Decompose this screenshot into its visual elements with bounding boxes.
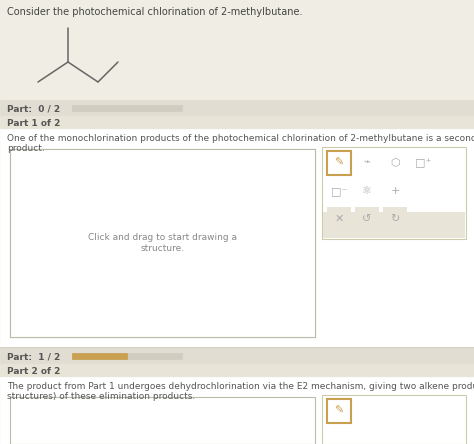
Bar <box>411 151 435 175</box>
Text: Part 2 of 2: Part 2 of 2 <box>7 367 60 376</box>
Bar <box>0 116 474 129</box>
Bar <box>322 147 466 239</box>
Bar <box>0 347 474 348</box>
Text: Part 1 of 2: Part 1 of 2 <box>7 119 60 128</box>
Text: +: + <box>390 186 400 196</box>
Text: Part:  0 / 2: Part: 0 / 2 <box>7 104 60 113</box>
Text: ✎: ✎ <box>334 158 344 168</box>
Text: □⁻: □⁻ <box>331 186 347 196</box>
Text: ✎: ✎ <box>334 406 344 416</box>
Text: Click and drag to start drawing a
structure.: Click and drag to start drawing a struct… <box>88 233 237 253</box>
Bar <box>383 151 407 175</box>
Text: □⁺: □⁺ <box>415 158 431 168</box>
Bar <box>327 399 351 423</box>
Bar <box>72 353 127 359</box>
Bar <box>355 179 379 203</box>
Text: ↺: ↺ <box>362 214 372 224</box>
Bar <box>355 151 379 175</box>
Bar <box>0 348 474 364</box>
Bar <box>10 149 315 337</box>
Bar <box>72 105 182 111</box>
Bar <box>10 397 315 444</box>
Bar <box>10 149 315 337</box>
Text: The product from Part 1 undergoes dehydrochlorination via the E2 mechanism, givi: The product from Part 1 undergoes dehydr… <box>7 382 474 401</box>
Text: ⬡: ⬡ <box>390 158 400 168</box>
Text: Part:  1 / 2: Part: 1 / 2 <box>7 352 60 361</box>
Text: Consider the photochemical chlorination of 2-methylbutane.: Consider the photochemical chlorination … <box>7 7 302 17</box>
Bar <box>383 179 407 203</box>
Bar <box>323 212 465 238</box>
Bar <box>322 395 466 444</box>
Bar <box>327 179 351 203</box>
Text: ✕: ✕ <box>334 214 344 224</box>
Text: ⌁: ⌁ <box>364 158 370 168</box>
Text: ⚛: ⚛ <box>362 186 372 196</box>
Text: One of the monochlorination products of the photochemical chlorination of 2-meth: One of the monochlorination products of … <box>7 134 474 153</box>
Bar <box>0 100 474 116</box>
Bar <box>72 353 182 359</box>
Bar <box>383 207 407 231</box>
Text: ↻: ↻ <box>390 214 400 224</box>
Bar <box>327 207 351 231</box>
Bar <box>355 207 379 231</box>
Bar <box>0 364 474 377</box>
Bar <box>327 151 351 175</box>
Bar <box>0 377 474 444</box>
Bar <box>0 129 474 347</box>
